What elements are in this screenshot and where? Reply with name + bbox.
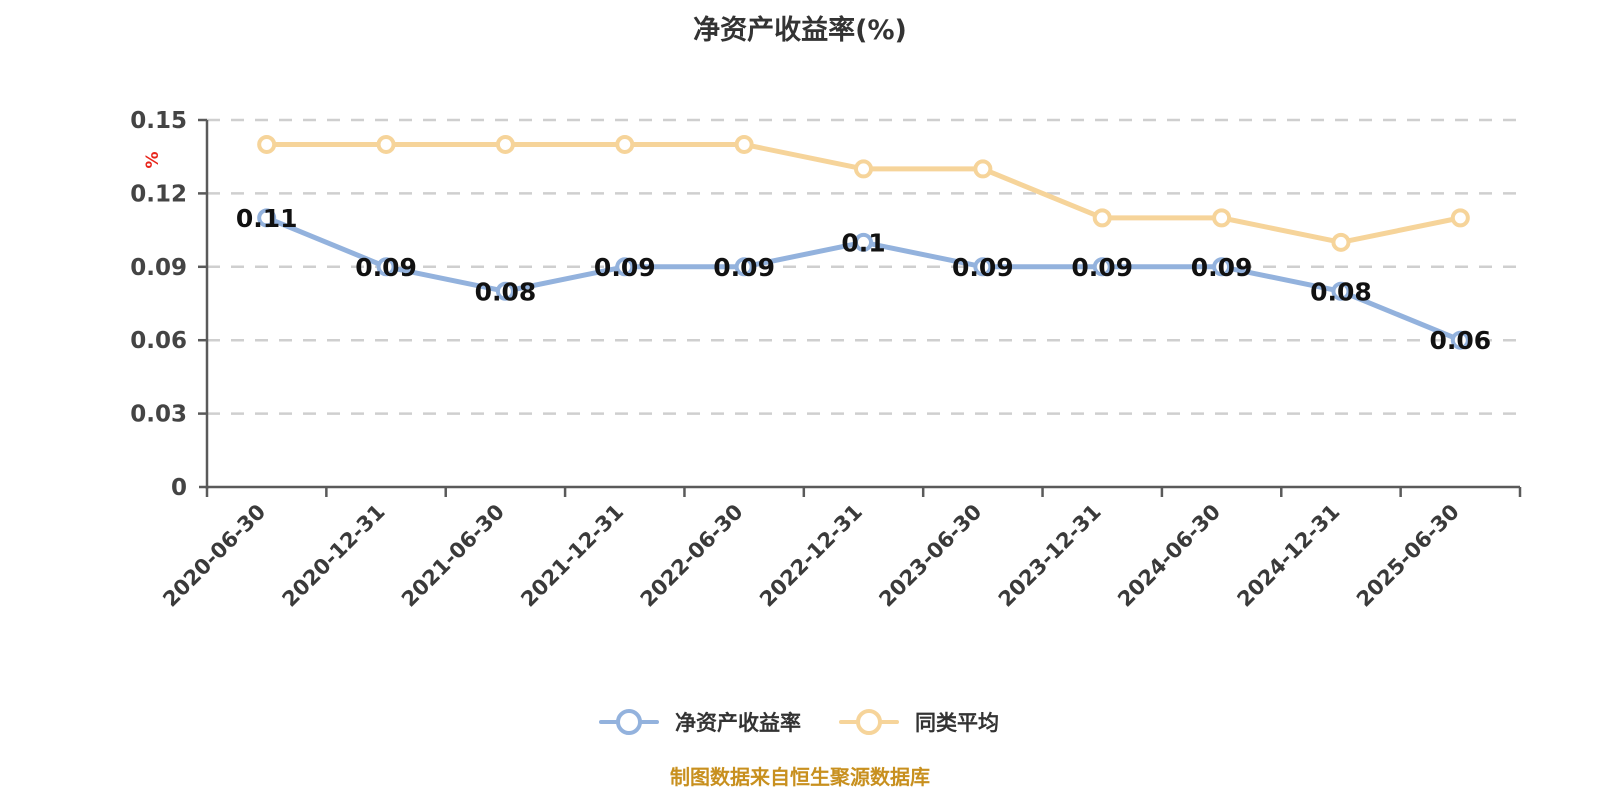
series-point [1092,257,1112,277]
y-axis-unit-label: % [143,151,163,168]
data-point-label: 0.08 [1310,277,1372,306]
y-tick-label: 0.12 [130,181,187,207]
x-tick-label: 2022-12-31 [755,500,867,612]
series-point [854,159,873,179]
data-point-label: 0.09 [713,253,775,282]
x-tick-label: 2025-06-30 [1352,500,1464,612]
series-point [495,281,515,301]
y-tick-label: 0.06 [130,328,187,354]
series-point [734,134,754,154]
x-tick-label: 2023-06-30 [874,500,986,612]
series-point [257,134,277,154]
legend-marker[interactable] [616,709,642,735]
series-point [615,134,635,154]
data-point-label: 0.09 [952,253,1014,282]
series-point [1450,208,1470,228]
series-point [1092,208,1112,228]
chart-source-annotation: 制图数据来自恒生聚源数据库 [670,765,930,789]
series-point [376,134,396,154]
y-axis-ticks: 0 0.03 0.06 0.09 0.12 0.15 [130,108,207,501]
x-tick-label: 2020-12-31 [278,500,390,612]
data-point-label: 0.09 [355,253,417,282]
gridlines-group [207,118,1520,415]
series-point [734,257,754,277]
series-point [1450,330,1470,350]
data-point-label: 0.09 [594,253,656,282]
y-tick-label: 0.09 [130,255,187,281]
x-tick-label: 2022-06-30 [636,500,748,612]
x-tick-label: 2023-12-31 [994,500,1106,612]
series-points-group [257,134,1470,350]
y-tick-label: 0.15 [130,108,187,134]
series-point [1331,281,1351,301]
x-tick-label: 2024-06-30 [1113,500,1225,612]
chart-legend[interactable]: 净资产收益率 同类平均 [599,709,999,735]
series-point [257,208,277,228]
x-tick-label: 2021-12-31 [516,500,628,612]
source-annotation-text: 制图数据来自恒生聚源数据库 [670,765,930,789]
data-labels-group: 0.11 0.09 0.08 0.09 0.09 0.1 0.09 0.09 0.09 0.08 0… [236,204,1491,355]
series-point [1212,208,1232,228]
x-tick-label: 2024-12-31 [1233,500,1345,612]
series-point [973,159,993,179]
series-point [495,134,515,154]
y-axis-unit-text: % [143,151,163,168]
x-tick-label: 2021-06-30 [397,500,509,612]
series-point [1331,232,1351,252]
legend-label[interactable]: 净资产收益率 [675,711,801,735]
axes-group [199,120,1520,489]
series-point [973,257,993,277]
data-point-label: 0.09 [1191,253,1253,282]
series-point [1212,257,1232,277]
data-point-label: 0.1 [841,228,885,257]
data-point-label: 0.06 [1429,326,1491,355]
legend-label[interactable]: 同类平均 [915,711,999,735]
legend-marker[interactable] [856,709,882,735]
chart-title: 净资产收益率(%) [693,15,907,46]
x-axis-ticks: 2020-06-30 2020-12-31 2021-06-30 2021-12-31… [158,487,1522,612]
x-tick-label: 2020-06-30 [158,500,270,612]
data-point-label: 0.08 [475,277,537,306]
series-point [376,257,396,277]
data-point-label: 0.11 [236,204,298,233]
y-tick-label: 0.03 [130,402,187,428]
series-point [854,232,873,252]
data-point-label: 0.09 [1071,253,1133,282]
y-tick-label: 0 [171,475,187,501]
series-point [615,257,635,277]
